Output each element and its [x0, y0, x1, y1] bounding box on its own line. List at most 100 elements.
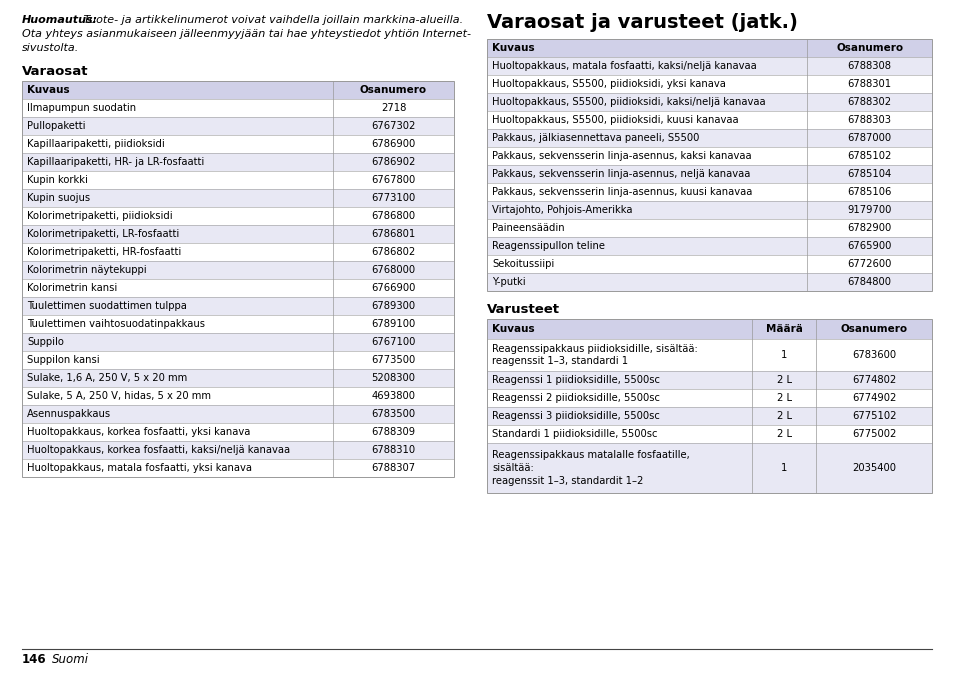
Text: 6785106: 6785106: [846, 187, 891, 197]
Text: Pakkaus, jälkiasennettava paneeli, S5500: Pakkaus, jälkiasennettava paneeli, S5500: [492, 133, 699, 143]
Text: 9179700: 9179700: [846, 205, 891, 215]
Text: Standardi 1 piidioksidille, 5500sc: Standardi 1 piidioksidille, 5500sc: [492, 429, 657, 439]
Text: 6786900: 6786900: [371, 139, 416, 149]
Text: Suppilo: Suppilo: [27, 337, 64, 347]
Bar: [22, 81, 454, 99]
Text: Sulake, 5 A, 250 V, hidas, 5 x 20 mm: Sulake, 5 A, 250 V, hidas, 5 x 20 mm: [27, 391, 211, 401]
Bar: [486, 255, 931, 273]
Text: Reagenssi 2 piidioksidille, 5500sc: Reagenssi 2 piidioksidille, 5500sc: [492, 393, 659, 403]
Text: Huoltopakkaus, S5500, piidioksidi, yksi kanava: Huoltopakkaus, S5500, piidioksidi, yksi …: [492, 79, 725, 89]
Text: 6784800: 6784800: [847, 277, 891, 287]
Bar: [486, 111, 931, 129]
Text: 6788303: 6788303: [847, 115, 891, 125]
Text: 2718: 2718: [380, 103, 406, 113]
Bar: [22, 81, 454, 477]
Text: Kolorimetripaketti, HR-fosfaatti: Kolorimetripaketti, HR-fosfaatti: [27, 247, 181, 257]
Bar: [22, 351, 454, 369]
Text: Kapillaaripaketti, HR- ja LR-fosfaatti: Kapillaaripaketti, HR- ja LR-fosfaatti: [27, 157, 204, 167]
Text: Pullopaketti: Pullopaketti: [27, 121, 86, 131]
Text: Reagenssi 1 piidioksidille, 5500sc: Reagenssi 1 piidioksidille, 5500sc: [492, 375, 659, 385]
Text: Reagenssi 3 piidioksidille, 5500sc: Reagenssi 3 piidioksidille, 5500sc: [492, 411, 659, 421]
Text: Varaosat ja varusteet (jatk.): Varaosat ja varusteet (jatk.): [486, 13, 797, 32]
Bar: [22, 369, 454, 387]
Text: 6788309: 6788309: [371, 427, 416, 437]
Text: 6786802: 6786802: [371, 247, 416, 257]
Text: Reagenssipakkaus piidioksidille, sisältää:: Reagenssipakkaus piidioksidille, sisältä…: [492, 343, 697, 353]
Bar: [486, 39, 931, 291]
Bar: [22, 405, 454, 423]
Text: 6783600: 6783600: [851, 350, 895, 360]
Text: Tuote- ja artikkelinumerot voivat vaihdella joillain markkina-alueilla.: Tuote- ja artikkelinumerot voivat vaihde…: [80, 15, 462, 25]
Text: Osanumero: Osanumero: [359, 85, 427, 95]
Text: 2 L: 2 L: [776, 393, 791, 403]
Text: Huoltopakkaus, S5500, piidioksidi, kuusi kanavaa: Huoltopakkaus, S5500, piidioksidi, kuusi…: [492, 115, 738, 125]
Text: Kolorimetripaketti, LR-fosfaatti: Kolorimetripaketti, LR-fosfaatti: [27, 229, 179, 239]
Text: Pakkaus, sekvensserin linja-asennus, neljä kanavaa: Pakkaus, sekvensserin linja-asennus, nel…: [492, 169, 750, 179]
Bar: [22, 333, 454, 351]
Text: 6788307: 6788307: [371, 463, 416, 473]
Text: Kapillaaripaketti, piidioksidi: Kapillaaripaketti, piidioksidi: [27, 139, 165, 149]
Text: Sekoitussiipi: Sekoitussiipi: [492, 259, 554, 269]
Text: Pakkaus, sekvensserin linja-asennus, kuusi kanavaa: Pakkaus, sekvensserin linja-asennus, kuu…: [492, 187, 752, 197]
Text: 6768000: 6768000: [371, 265, 416, 275]
Bar: [486, 319, 931, 493]
Text: 6786801: 6786801: [371, 229, 416, 239]
Text: 6789100: 6789100: [371, 319, 416, 329]
Bar: [486, 407, 931, 425]
Bar: [22, 297, 454, 315]
Bar: [22, 387, 454, 405]
Text: Suomi: Suomi: [52, 653, 89, 666]
Text: Kolorimetrin kansi: Kolorimetrin kansi: [27, 283, 117, 293]
Bar: [486, 75, 931, 93]
Bar: [486, 93, 931, 111]
Text: 6783500: 6783500: [371, 409, 416, 419]
Text: 6785102: 6785102: [846, 151, 891, 161]
Text: Määrä: Määrä: [765, 324, 801, 334]
Bar: [486, 319, 931, 339]
Text: Kolorimetrin näytekuppi: Kolorimetrin näytekuppi: [27, 265, 147, 275]
Bar: [22, 171, 454, 189]
Bar: [486, 273, 931, 291]
Text: 6775102: 6775102: [851, 411, 896, 421]
Text: Huoltopakkaus, korkea fosfaatti, yksi kanava: Huoltopakkaus, korkea fosfaatti, yksi ka…: [27, 427, 250, 437]
Text: 6785104: 6785104: [846, 169, 891, 179]
Bar: [486, 237, 931, 255]
Text: Kuvaus: Kuvaus: [27, 85, 70, 95]
Bar: [486, 39, 931, 57]
Bar: [22, 153, 454, 171]
Text: Kuvaus: Kuvaus: [492, 43, 534, 53]
Text: 2 L: 2 L: [776, 429, 791, 439]
Bar: [22, 135, 454, 153]
Text: 6786902: 6786902: [371, 157, 416, 167]
Text: Huomautus:: Huomautus:: [22, 15, 98, 25]
Text: Varusteet: Varusteet: [486, 303, 559, 316]
Text: 2 L: 2 L: [776, 411, 791, 421]
Text: sivustolta.: sivustolta.: [22, 43, 79, 53]
Text: Huoltopakkaus, matala fosfaatti, yksi kanava: Huoltopakkaus, matala fosfaatti, yksi ka…: [27, 463, 252, 473]
Text: Kupin korkki: Kupin korkki: [27, 175, 88, 185]
Text: 6772600: 6772600: [846, 259, 891, 269]
Text: Virtajohto, Pohjois-Amerikka: Virtajohto, Pohjois-Amerikka: [492, 205, 632, 215]
Text: 2 L: 2 L: [776, 375, 791, 385]
Text: 6788308: 6788308: [847, 61, 891, 71]
Text: Tuulettimen suodattimen tulppa: Tuulettimen suodattimen tulppa: [27, 301, 187, 311]
Bar: [22, 459, 454, 477]
Text: 2035400: 2035400: [851, 463, 895, 473]
Text: 6767800: 6767800: [371, 175, 416, 185]
Text: 6774802: 6774802: [851, 375, 895, 385]
Text: 6788302: 6788302: [847, 97, 891, 107]
Text: Kolorimetripaketti, piidioksidi: Kolorimetripaketti, piidioksidi: [27, 211, 172, 221]
Text: Suppilon kansi: Suppilon kansi: [27, 355, 99, 365]
Text: Y-putki: Y-putki: [492, 277, 525, 287]
Text: 6774902: 6774902: [851, 393, 896, 403]
Text: reagenssit 1–3, standardit 1–2: reagenssit 1–3, standardit 1–2: [492, 476, 642, 486]
Bar: [22, 243, 454, 261]
Text: 4693800: 4693800: [371, 391, 416, 401]
Text: 6788310: 6788310: [371, 445, 416, 455]
Bar: [22, 261, 454, 279]
Bar: [22, 423, 454, 441]
Text: 6788301: 6788301: [847, 79, 891, 89]
Bar: [486, 425, 931, 443]
Text: 6767100: 6767100: [371, 337, 416, 347]
Bar: [486, 57, 931, 75]
